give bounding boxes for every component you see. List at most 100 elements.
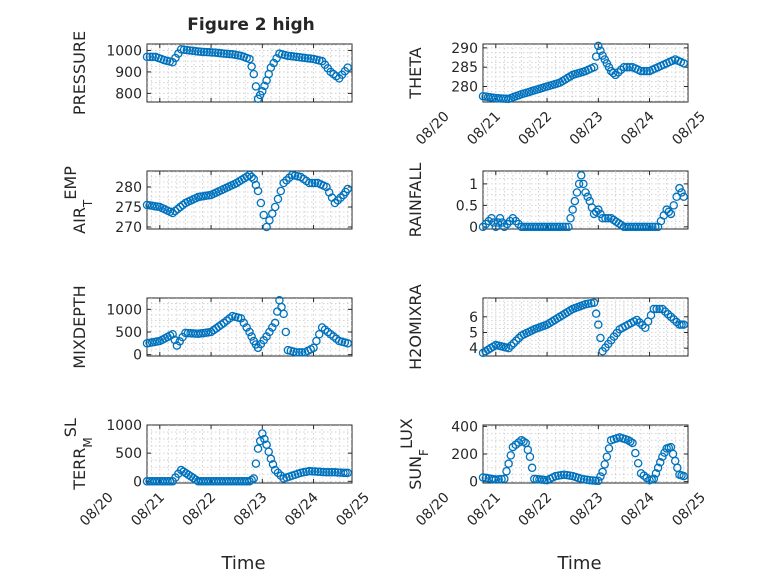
data-point — [303, 54, 313, 63]
data-point — [305, 466, 314, 476]
data-point — [247, 475, 256, 485]
data-point — [594, 205, 603, 214]
data-point — [636, 66, 646, 76]
data-point — [623, 435, 633, 445]
data-point — [649, 304, 659, 314]
data-point — [283, 51, 293, 61]
plot-area — [482, 424, 689, 484]
y-axis-label-subscript: M — [81, 437, 95, 447]
data-point — [292, 348, 301, 357]
data-point — [265, 327, 274, 337]
data-point — [273, 468, 283, 478]
y-axis-label-main: PRESSURE — [70, 31, 89, 115]
data-point — [589, 62, 599, 72]
data-point — [185, 46, 194, 55]
data-point — [669, 315, 679, 324]
data-point — [574, 179, 584, 189]
data-point — [245, 54, 254, 64]
data-point — [558, 222, 567, 232]
data-point — [239, 318, 249, 328]
data-point — [555, 222, 565, 232]
data-point — [604, 444, 614, 453]
data-point — [491, 475, 501, 484]
data-point — [658, 452, 667, 462]
data-point — [652, 304, 661, 314]
data-point — [553, 222, 562, 232]
y-axis-label: RAINFALL — [406, 163, 425, 238]
data-point — [222, 49, 231, 59]
data-point — [176, 45, 186, 54]
data-point — [295, 348, 304, 357]
data-point — [322, 468, 331, 477]
data-point — [295, 52, 304, 62]
y-axis-label-subscript: F — [417, 449, 431, 456]
data-point — [307, 467, 317, 476]
y-axis-label-main: MIXDEPTH — [70, 285, 89, 368]
y-tick-label: 800 — [115, 86, 142, 102]
y-tick-label: 1 — [469, 177, 478, 193]
data-point — [561, 222, 570, 232]
data-point — [242, 323, 251, 332]
y-tick-label: 6 — [469, 310, 478, 326]
data-point — [236, 314, 246, 323]
y-tick-label: 1000 — [106, 418, 142, 434]
data-point — [168, 208, 177, 218]
data-point — [211, 48, 220, 57]
data-point — [253, 186, 263, 196]
data-point — [679, 320, 688, 329]
data-point — [579, 179, 588, 189]
data-point — [489, 218, 498, 227]
data-point — [312, 336, 321, 346]
data-point — [163, 477, 172, 486]
data-point — [628, 438, 637, 448]
data-point — [343, 63, 352, 72]
data-point — [188, 46, 197, 56]
data-point — [596, 209, 605, 219]
data-point — [663, 309, 673, 319]
data-point — [279, 178, 288, 188]
x-axis-label: Time — [220, 553, 265, 574]
data-point — [660, 307, 670, 316]
data-point — [279, 309, 288, 319]
data-point — [292, 52, 301, 62]
data-point — [655, 458, 665, 467]
data-point — [626, 437, 635, 446]
data-point — [679, 192, 688, 202]
data-point — [666, 312, 676, 322]
data-point — [173, 204, 182, 214]
data-point — [199, 47, 209, 57]
data-point — [256, 198, 266, 208]
data-point — [289, 52, 298, 61]
data-point — [591, 207, 601, 217]
data-point — [504, 343, 513, 353]
data-point — [596, 46, 605, 56]
data-point — [642, 222, 652, 232]
data-point — [601, 214, 610, 223]
data-point — [591, 309, 601, 318]
data-point — [589, 298, 599, 307]
data-point — [270, 202, 280, 212]
data-point — [651, 469, 661, 478]
data-point — [259, 210, 268, 220]
y-tick-label: 500 — [115, 325, 142, 341]
data-point — [268, 460, 278, 469]
y-tick-label: 270 — [115, 220, 142, 236]
y-tick-label: 290 — [451, 41, 478, 57]
y-axis-label: TERRMSL — [61, 418, 96, 491]
data-point — [594, 476, 603, 486]
data-point — [205, 48, 214, 57]
data-point — [525, 452, 535, 462]
y-axis-label-main: TERR — [70, 448, 89, 491]
data-point — [315, 329, 324, 339]
data-point — [307, 178, 317, 188]
subplot-air: 270 275 280 AIRTEMP — [61, 166, 353, 236]
data-point — [583, 192, 592, 202]
data-point — [631, 448, 640, 458]
y-tick-label: 0.5 — [456, 198, 478, 214]
data-point — [175, 337, 184, 346]
data-point — [653, 463, 663, 473]
data-point — [266, 454, 276, 464]
data-point — [576, 171, 586, 180]
data-point — [343, 184, 352, 194]
subplot-pressure: 800 900 1000 PRESSURE — [70, 31, 353, 115]
